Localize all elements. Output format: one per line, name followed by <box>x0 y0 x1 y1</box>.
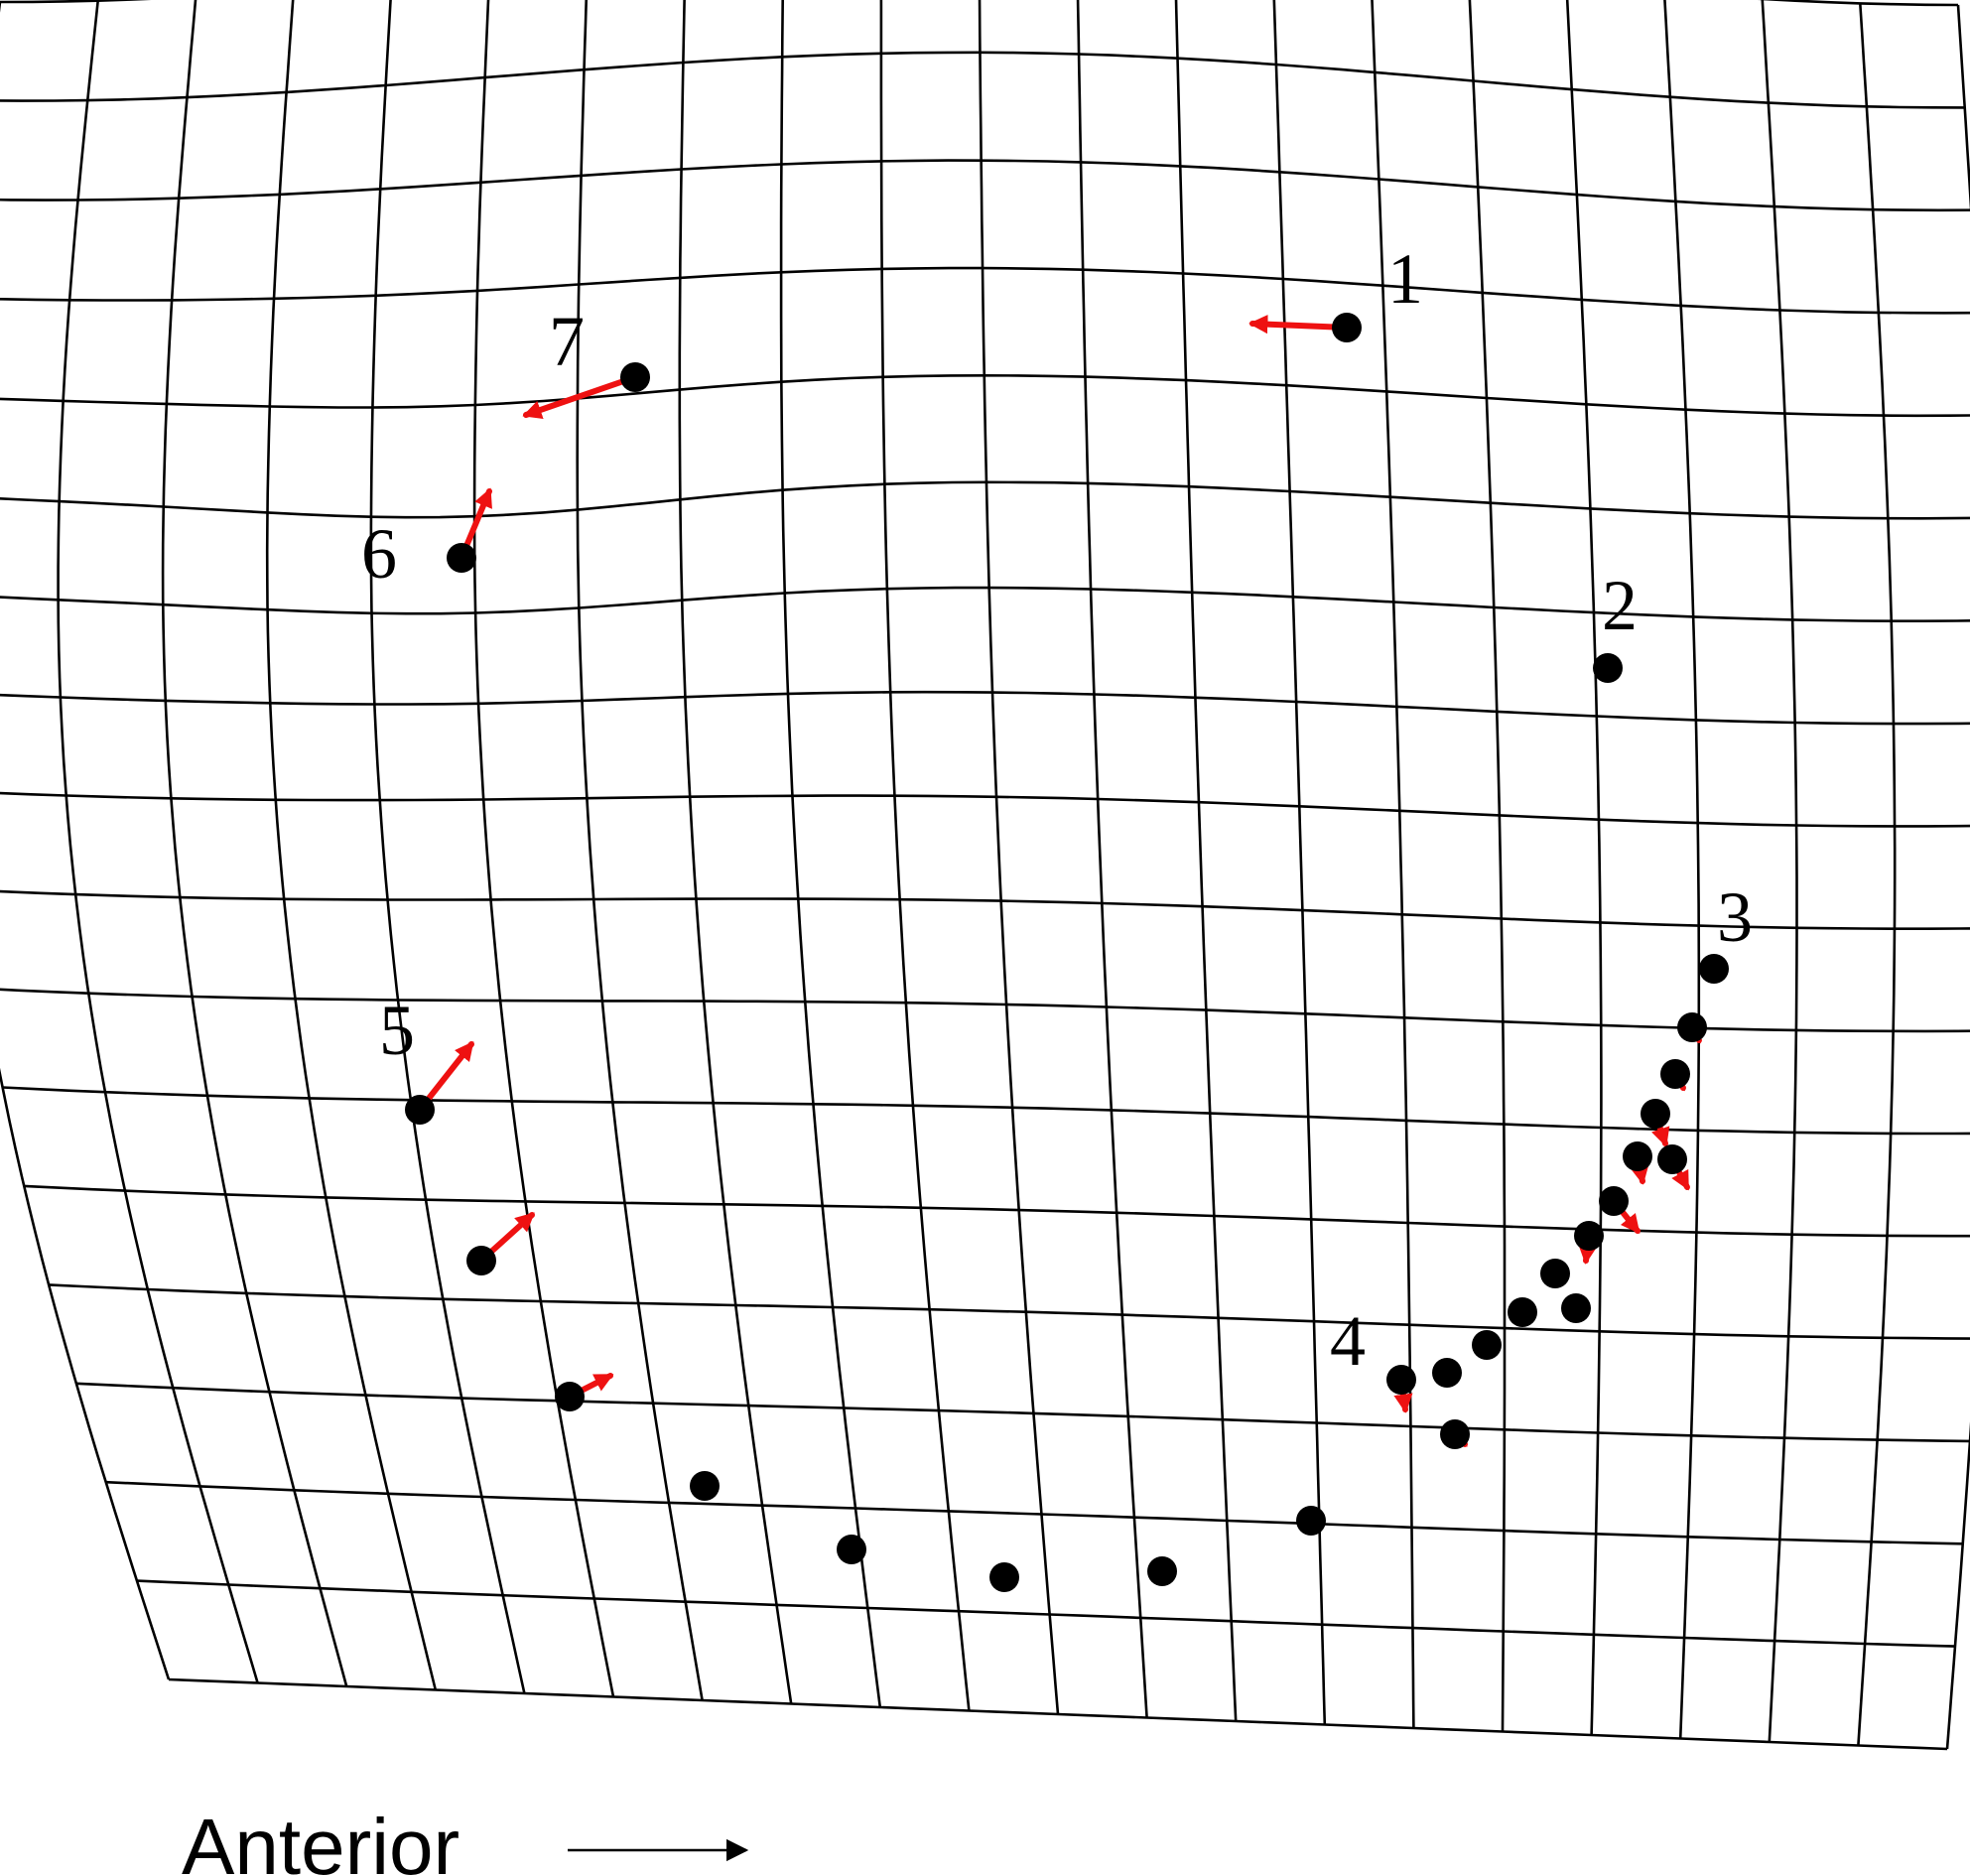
grid-column-line <box>879 0 971 1711</box>
grid-row-line <box>0 51 1965 109</box>
landmark-label-6: 6 <box>361 514 397 594</box>
landmark-point <box>690 1471 720 1501</box>
landmark-label-3: 3 <box>1717 877 1753 957</box>
grid-row-line <box>49 1283 1970 1340</box>
landmark-label-4: 4 <box>1330 1301 1366 1381</box>
landmark-point <box>555 1382 585 1411</box>
grid-row-line <box>24 1184 1970 1238</box>
grid-column-line <box>472 0 615 1697</box>
grid-row-line <box>0 889 1970 930</box>
grid-row-line <box>0 266 1970 315</box>
displacement-vectors <box>417 315 1702 1447</box>
deformation-grid <box>0 0 1970 1751</box>
landmark-point <box>1432 1358 1462 1388</box>
landmark-point <box>837 1535 866 1564</box>
grid-column-line <box>57 0 259 1683</box>
grid-column-line <box>369 0 526 1694</box>
landmark-point <box>620 362 650 392</box>
grid-row-line <box>0 480 1970 520</box>
landmark-point <box>405 1095 435 1125</box>
landmark-point <box>1623 1141 1652 1171</box>
landmark-labels: 1 2 3 4 5 6 7 <box>361 239 1753 1381</box>
landmark-point <box>1540 1259 1570 1288</box>
landmark-point <box>1677 1012 1707 1042</box>
landmark-point <box>1699 954 1729 984</box>
landmark-point <box>466 1246 496 1275</box>
landmark-point <box>1574 1221 1604 1251</box>
landmark-point <box>1508 1297 1537 1327</box>
direction-label: Anterior <box>182 1803 460 1876</box>
grid-column-line <box>1945 4 1970 1750</box>
landmark-label-2: 2 <box>1602 566 1638 645</box>
landmark-label-1: 1 <box>1387 239 1423 319</box>
grid-column-line <box>978 0 1060 1715</box>
grid-row-line <box>105 1480 1963 1545</box>
grid-column-line <box>779 0 882 1708</box>
landmark-label-5: 5 <box>379 991 415 1070</box>
grid-column-line <box>1174 0 1238 1722</box>
landmark-point <box>447 543 476 573</box>
grid-column-line <box>1371 0 1415 1729</box>
landmark-point <box>1296 1506 1326 1536</box>
landmark-points <box>405 313 1729 1592</box>
landmark-point <box>1660 1059 1690 1089</box>
grid-column-line <box>678 0 793 1704</box>
landmark-point <box>989 1562 1019 1592</box>
grid-column-line <box>1663 0 1701 1739</box>
direction-indicator: Anterior <box>182 1803 749 1876</box>
grid-row-line <box>0 690 1970 726</box>
landmark-point <box>1472 1330 1502 1360</box>
landmark-point <box>1593 653 1623 683</box>
grid-column-line <box>161 0 348 1687</box>
grid-row-line <box>0 791 1970 828</box>
grid-column-line <box>1468 0 1507 1732</box>
landmark-label-7: 7 <box>549 302 585 381</box>
grid-column-line <box>265 0 438 1690</box>
grid-row-line <box>0 586 1970 622</box>
grid-column-line <box>1761 0 1798 1743</box>
grid-row-line <box>0 988 1970 1033</box>
grid-row-line <box>168 1677 1948 1751</box>
landmark-point <box>1561 1293 1591 1323</box>
landmark-point <box>1641 1099 1670 1129</box>
grid-column-line <box>576 0 704 1701</box>
grid-column-line <box>0 2 171 1680</box>
landmark-point <box>1386 1365 1416 1395</box>
grid-column-line <box>1076 0 1148 1718</box>
grid-row-line <box>0 159 1970 212</box>
landmark-point <box>1657 1144 1687 1174</box>
landmark-point <box>1440 1419 1470 1449</box>
landmark-point <box>1599 1186 1629 1216</box>
grid-row-line <box>75 1382 1970 1443</box>
landmark-point <box>1147 1556 1177 1586</box>
grid-row-line <box>136 1579 1956 1648</box>
displacement-arrow <box>1248 315 1350 335</box>
grid-column-line <box>1565 0 1603 1736</box>
grid-row-line <box>2 1086 1970 1136</box>
grid-row-line <box>0 373 1970 418</box>
grid-column-line <box>1272 0 1327 1725</box>
landmark-point <box>1332 313 1362 342</box>
grid-column-line <box>1857 3 1897 1746</box>
displacement-arrow <box>522 374 638 420</box>
